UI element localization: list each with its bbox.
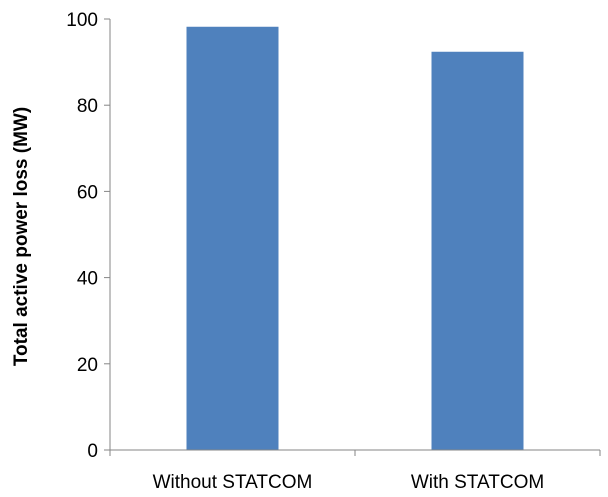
y-axis-ticks: 0 20 40 60 80 100 [66, 10, 110, 462]
y-tick-label: 0 [87, 441, 98, 462]
y-tick-label: 60 [77, 182, 98, 203]
x-tick-label: Without STATCOM [153, 472, 313, 493]
y-tick-label: 20 [77, 355, 98, 376]
bars [186, 26, 524, 451]
x-axis-labels: Without STATCOM With STATCOM [153, 472, 545, 493]
bar [186, 26, 279, 451]
y-tick-label: 100 [66, 10, 98, 31]
y-axis-title: Total active power loss (MW) [11, 107, 32, 366]
x-axis-ticks [109, 450, 601, 456]
y-tick-label: 80 [77, 96, 98, 117]
bar [431, 51, 524, 450]
y-tick-label: 40 [77, 269, 98, 290]
x-tick-label: With STATCOM [411, 472, 544, 493]
